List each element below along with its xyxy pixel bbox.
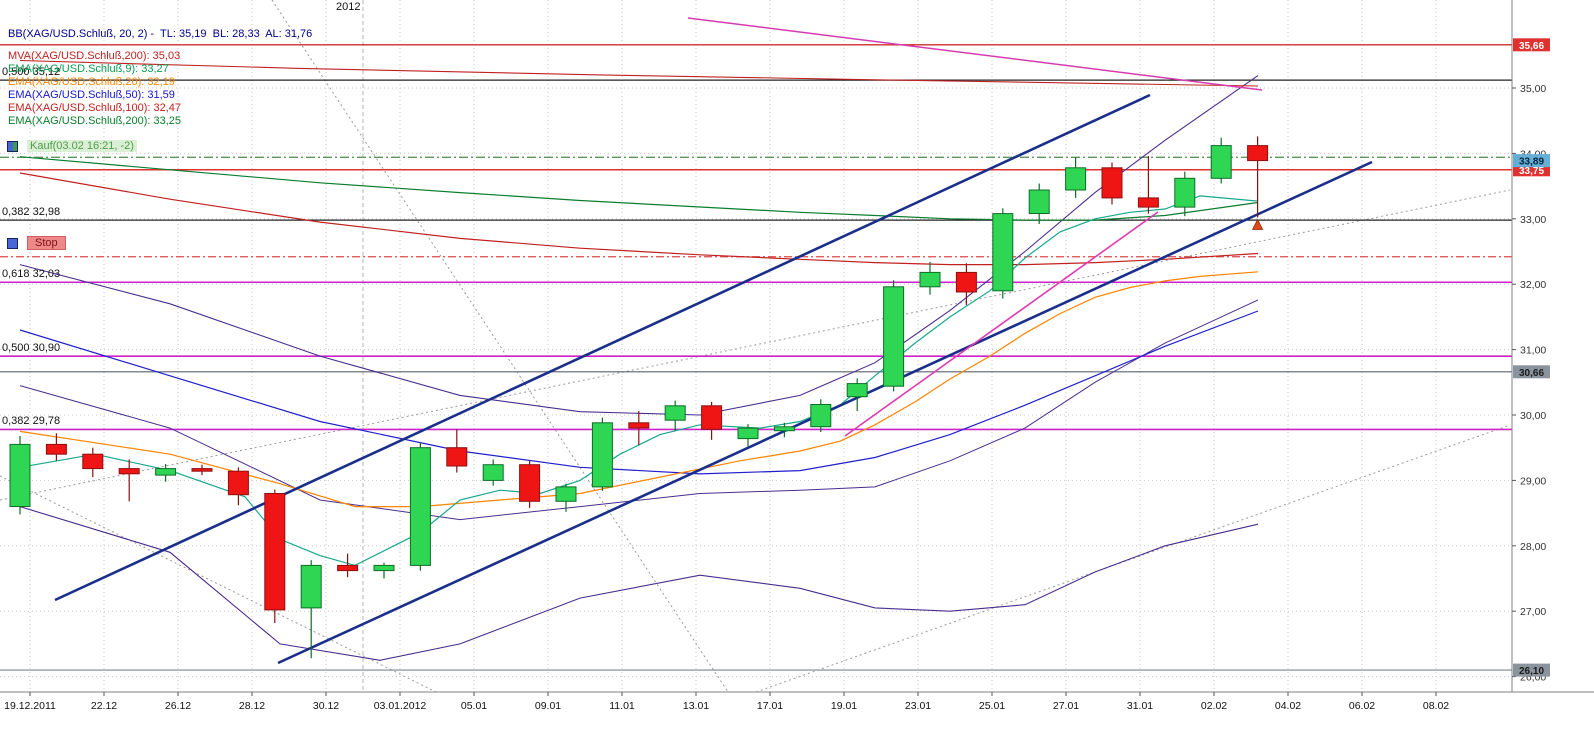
stop-order-icon [7,237,18,249]
candle-29.12[interactable] [300,564,322,609]
price-badge [1513,38,1550,52]
date-label: 05.01 [461,700,487,712]
date-label: 25.01 [979,700,1005,712]
short-uptrend-line[interactable] [844,211,1159,437]
ema-50-line [19,310,1259,475]
date-label: 19.12.2011 [4,700,56,712]
chart-plot-area[interactable] [0,0,1512,692]
downtrend-line[interactable] [687,17,1263,91]
candle-20.01[interactable] [883,286,905,387]
price-badge [1513,154,1550,168]
candle-03.02[interactable] [1247,145,1269,162]
candle-19.01[interactable] [846,383,868,398]
buy-order-icon [7,140,18,152]
price-badge-label: 26,10 [1519,666,1544,677]
candle-26.01[interactable] [1028,189,1050,214]
candle-26.12[interactable] [191,468,213,472]
candle-30.01[interactable] [1101,167,1123,199]
candle-31.01[interactable] [1137,197,1159,208]
bb-lower-band [19,506,1259,661]
dotted-trendline[interactable] [271,0,729,693]
candle-01.02[interactable] [1174,177,1196,208]
date-label: 22.12 [91,700,117,712]
candle-05.01[interactable] [482,464,504,481]
candle-02.02[interactable] [1210,145,1232,179]
price-label: 35,00 [1520,83,1546,95]
dotted-trendline[interactable] [0,475,437,693]
candle-28.12[interactable] [264,493,286,611]
date-label: 31.01 [1127,700,1153,712]
stop-order-label: Stop [27,236,66,250]
candle-17.01[interactable] [773,426,795,432]
price-badge [1513,663,1550,677]
price-label: 33,00 [1520,214,1546,226]
candle-16.01[interactable] [737,427,759,440]
price-label: 27,00 [1520,606,1546,618]
price-badge [1513,365,1550,379]
channel-line-upper[interactable] [54,93,1151,602]
date-label: 27.01 [1053,700,1079,712]
ema-9-line [19,195,1259,567]
buy-order-label: Kauf(03.02 16:21, -2) [27,140,137,152]
candle-30.12[interactable] [337,564,359,572]
ema-100-line [19,172,1259,266]
candle-11.01[interactable] [628,422,650,429]
price-label: 28,00 [1520,541,1546,553]
date-label: 23.01 [905,700,931,712]
candle-02.01[interactable] [373,564,395,572]
candle-25.01[interactable] [992,213,1014,292]
candle-27.12[interactable] [227,470,249,496]
candle-06.01[interactable] [519,464,541,502]
price-badge-label: 33,89 [1519,157,1544,168]
date-label: 17.01 [757,700,783,712]
date-label: 30.12 [313,700,339,712]
candle-21.12[interactable] [82,453,104,470]
dotted-trendline[interactable] [755,424,1511,693]
date-label: 04.02 [1275,700,1301,712]
candle-19.12[interactable] [9,443,31,507]
stop-order-marker[interactable]: Stop [7,236,66,250]
ema-20-line [19,271,1259,508]
date-label: 13.01 [683,700,709,712]
candle-13.01[interactable] [701,405,723,430]
price-label: 30,00 [1520,410,1546,422]
candle-18.01[interactable] [810,404,832,428]
candle-23.12[interactable] [155,468,177,476]
price-badge-label: 33,75 [1519,166,1544,177]
date-label: 11.01 [609,700,635,712]
dotted-trendline[interactable] [0,189,1511,501]
candle-24.01[interactable] [955,271,977,293]
candle-04.01[interactable] [446,447,468,467]
buy-execution-arrow [1251,218,1264,230]
price-badge-label: 35,66 [1519,41,1544,52]
candle-12.01[interactable] [664,405,686,421]
buy-order-marker[interactable]: Kauf(03.02 16:21, -2) [7,140,137,152]
price-label: 29,00 [1520,475,1546,487]
mva-200-line [19,59,1259,87]
candle-03.01[interactable] [409,447,431,566]
candle-22.12[interactable] [118,468,140,475]
candle-09.01[interactable] [555,486,577,502]
candle-27.01[interactable] [1065,167,1087,191]
candle-10.01[interactable] [591,422,613,488]
ema-200-line [19,156,1259,221]
price-label: 32,00 [1520,279,1546,291]
bb-middle-band [19,299,1259,521]
candle-23.01[interactable] [919,271,941,288]
date-label: 19.01 [831,700,857,712]
price-label: 31,00 [1520,345,1546,357]
price-badge-label: 30,66 [1519,368,1544,379]
year-label: 2012 [336,1,361,13]
date-label: 09.01 [535,700,561,712]
date-label: 03.01.2012 [374,700,427,712]
date-label: 28.12 [239,700,265,712]
date-label: 06.02 [1349,700,1375,712]
date-label: 02.02 [1201,700,1227,712]
bb-upper-band [19,75,1259,416]
date-label: 08.02 [1423,700,1449,712]
candle-20.12[interactable] [45,443,67,455]
date-label: 26.12 [165,700,191,712]
